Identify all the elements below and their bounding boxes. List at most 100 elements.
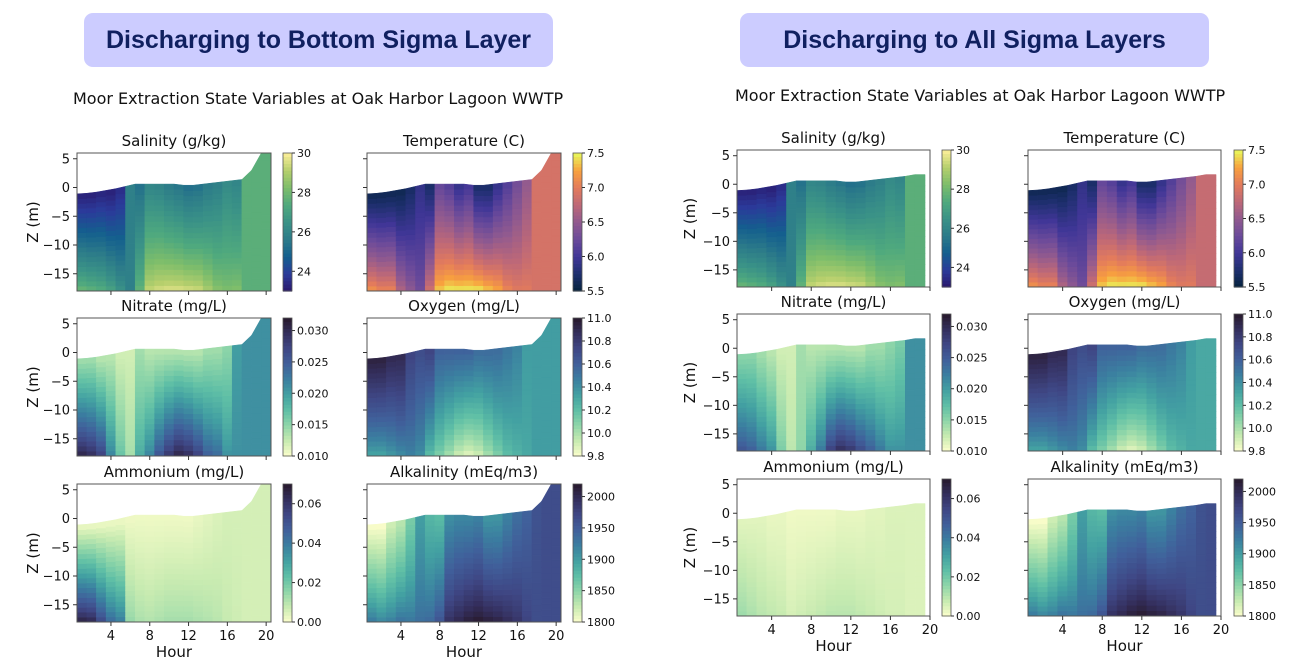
heatmap-cell	[531, 605, 542, 612]
heatmap-cell	[1037, 368, 1049, 374]
heatmap-cell	[1106, 238, 1118, 245]
colorbar-segment	[283, 618, 292, 623]
heatmap-cell	[1077, 245, 1088, 251]
heatmap-cell	[1126, 207, 1138, 213]
heatmap-cell	[222, 444, 233, 451]
heatmap-cell	[492, 237, 504, 244]
heatmap-cell	[502, 279, 513, 286]
colorbar-segment	[942, 167, 951, 172]
heatmap-cell	[1156, 376, 1167, 383]
heatmap-cell	[444, 215, 455, 222]
axes-frame	[76, 152, 272, 292]
heatmap-cell	[434, 546, 445, 553]
heatmap-cell	[914, 253, 926, 260]
heatmap-cell	[845, 403, 857, 410]
heatmap-cell	[875, 445, 886, 452]
heatmap-cell	[222, 567, 233, 574]
heatmap-cell	[776, 271, 787, 278]
heatmap-cell	[395, 245, 407, 251]
heatmap-cell	[483, 445, 494, 451]
heatmap-cell	[1047, 267, 1058, 273]
heatmap-cell	[551, 228, 562, 237]
heatmap-cell	[521, 191, 533, 198]
x-axis-label: Hour	[446, 643, 483, 661]
colorbar-segment	[942, 208, 951, 213]
heatmap-cell	[1156, 424, 1167, 431]
heatmap-cell	[1116, 281, 1128, 288]
heatmap-cell	[502, 519, 513, 525]
heatmap-cell	[434, 370, 445, 377]
colorbar-segment	[573, 611, 582, 616]
heatmap-cell	[386, 261, 397, 267]
heatmap-cell	[193, 434, 204, 441]
heatmap-cell	[855, 542, 866, 548]
heatmap-cell	[914, 417, 926, 424]
heatmap-cell	[1146, 424, 1157, 431]
heatmap-cell	[512, 572, 523, 579]
heatmap-cell	[855, 234, 866, 240]
colorbar-tick-label: 30	[956, 144, 970, 157]
heatmap-cell	[1067, 225, 1078, 232]
heatmap-cell	[825, 355, 837, 362]
heatmap-cell	[835, 191, 847, 198]
heatmap-cell	[395, 611, 407, 618]
heatmap-cell	[1116, 440, 1128, 446]
heatmap-cell	[1205, 196, 1217, 203]
heatmap-cell	[1116, 445, 1128, 452]
heatmap-cell	[483, 590, 494, 596]
heatmap-cell	[164, 242, 175, 249]
heatmap-cell	[115, 575, 126, 582]
heatmap-cell	[1106, 344, 1118, 351]
heatmap-cell	[386, 231, 397, 237]
heatmap-cell	[796, 536, 807, 542]
heatmap-cell	[473, 402, 484, 409]
heatmap-cell	[825, 424, 837, 431]
heatmap-cell	[736, 397, 748, 404]
heatmap-cell	[154, 541, 165, 548]
heatmap-cell	[144, 611, 155, 617]
heatmap-cell	[134, 205, 146, 212]
heatmap-cell	[261, 256, 272, 264]
heatmap-cell	[875, 380, 886, 387]
heatmap-cell	[1205, 202, 1217, 209]
heatmap-cell	[454, 269, 465, 276]
heatmap-cell	[756, 372, 767, 378]
colorbar-segment	[942, 215, 951, 220]
heatmap-cell	[796, 440, 807, 446]
heatmap-cell	[492, 541, 504, 548]
heatmap-cell	[86, 567, 97, 574]
heatmap-cell	[1136, 276, 1148, 282]
heatmap-cell	[463, 253, 474, 260]
heatmap-cell	[444, 354, 455, 360]
heatmap-cell	[502, 396, 513, 403]
heatmap-cell	[1205, 219, 1217, 226]
heatmap-cell	[183, 397, 194, 404]
heatmap-cell	[766, 595, 777, 602]
heatmap-cell	[454, 237, 465, 244]
heatmap-cell	[766, 395, 777, 402]
heatmap-cell	[454, 418, 465, 425]
heatmap-cell	[1126, 434, 1138, 441]
heatmap-cell	[1126, 201, 1138, 208]
heatmap-cell	[376, 431, 387, 437]
heatmap-cell	[173, 364, 184, 371]
heatmap-cell	[1027, 233, 1039, 240]
heatmap-cell	[1146, 429, 1157, 436]
heatmap-cell	[144, 375, 155, 382]
heatmap-cell	[1156, 238, 1167, 245]
heatmap-cell	[502, 358, 513, 365]
heatmap-cell	[905, 225, 916, 232]
heatmap-cell	[502, 258, 513, 265]
heatmap-cell	[144, 221, 155, 228]
heatmap-cell	[76, 242, 87, 248]
heatmap-cell	[756, 581, 767, 587]
heatmap-cell	[386, 270, 397, 277]
y-tick-label: −5	[51, 210, 70, 225]
heatmap-cell	[786, 180, 797, 189]
heatmap-cell	[845, 531, 857, 538]
heatmap-cell	[386, 355, 397, 363]
heatmap-cell	[434, 274, 445, 281]
heatmap-cell	[835, 244, 847, 251]
heatmap-cell	[1166, 434, 1177, 441]
heatmap-cell	[222, 528, 233, 535]
